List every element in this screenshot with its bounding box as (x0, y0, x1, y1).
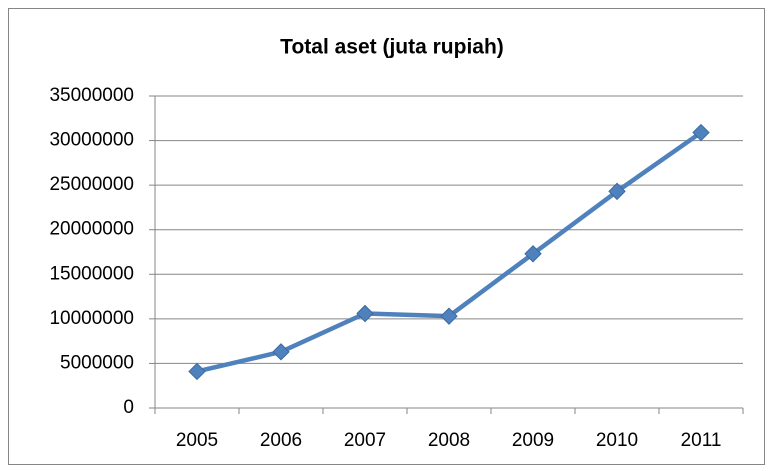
y-tick-label: 25000000 (49, 174, 134, 195)
marker (188, 362, 206, 381)
y-tick-label: 0 (123, 397, 134, 418)
x-tick-label: 2009 (512, 430, 554, 451)
marker (608, 182, 626, 201)
y-tick-label: 15000000 (49, 263, 134, 284)
y-tick-label: 35000000 (49, 85, 134, 106)
y-tick-label: 20000000 (49, 219, 134, 240)
x-tick-label: 2011 (681, 430, 722, 451)
marker (692, 123, 710, 142)
y-tick-label: 10000000 (49, 308, 134, 329)
chart-border (8, 8, 765, 465)
x-tick-label: 2005 (176, 430, 218, 451)
y-tick-label: 5000000 (60, 352, 134, 373)
marker (524, 245, 542, 263)
chart-title: Total aset (juta rupiah) (280, 36, 504, 59)
x-tick-label: 2008 (428, 430, 470, 451)
y-tick-label: 30000000 (49, 130, 134, 151)
x-tick-label: 2006 (260, 430, 302, 451)
marker (356, 304, 374, 323)
x-tick-label: 2007 (344, 430, 386, 451)
marker (272, 343, 290, 361)
x-tick-label: 2010 (596, 430, 638, 451)
marker (440, 307, 458, 325)
